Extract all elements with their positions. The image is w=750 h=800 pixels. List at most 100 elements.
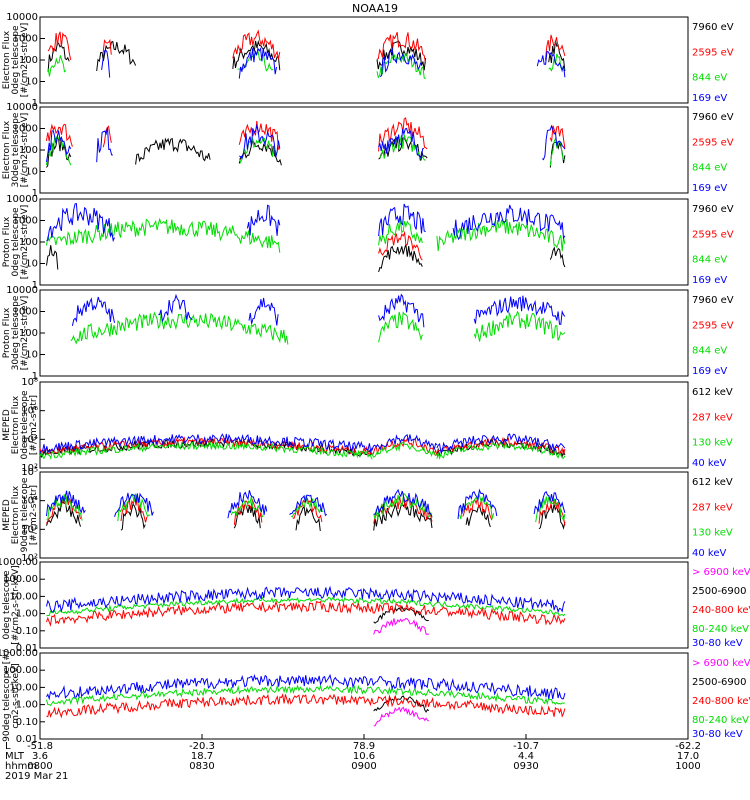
y-tick-label: 1000.00 [0, 648, 38, 659]
series-line [46, 501, 81, 527]
legend-entry: 7960 eV [692, 22, 734, 33]
series-line [232, 29, 281, 60]
panel-5: 10² 10⁴ 10⁶ 10⁸ MEPED Electron Flux 0deg teles… [2, 377, 733, 474]
y-tick-label: 10 [25, 77, 38, 88]
series-line [533, 490, 566, 515]
legend-entry: 844 eV [692, 346, 727, 357]
y-axis-label: 0deg telescope [20, 390, 30, 460]
series-844-eV [46, 134, 566, 166]
legend-entry: 240-800 keV [692, 605, 750, 616]
legend-entry: 80-240 keV [692, 715, 749, 726]
series-line [378, 117, 428, 152]
series-169-eV [46, 203, 566, 243]
series--6900-keV [373, 617, 429, 635]
series-130-keV [39, 440, 566, 460]
legend-entry: 2595 eV [692, 320, 734, 331]
y-tick-label: 1 [32, 98, 38, 109]
panel-6: 10² 10³ 10⁴ 10⁵ MEPED Electron Flux 90deg tele… [2, 467, 733, 564]
series-line [46, 596, 566, 617]
panel-frame [39, 198, 689, 286]
y-axis-label: Electron Flux [11, 395, 21, 454]
y-tick-label: 100 [19, 145, 38, 156]
x-tick-label: -62.2 [675, 741, 701, 752]
y-axis-label: Proton Flux [2, 216, 12, 267]
series-line [120, 502, 146, 531]
legend-entry: 169 eV [692, 93, 727, 104]
series-line [544, 34, 566, 61]
panel-3: 1 10 100 1000 10000 Proton Flux 0deg telescope… [2, 194, 734, 291]
series-line [239, 123, 281, 160]
legend-entry: 169 eV [692, 183, 727, 194]
series-line [378, 293, 425, 328]
legend-entry: 240-800 keV [692, 696, 750, 707]
y-axis-label: cm2-s-str-keV] [11, 663, 21, 728]
legend-entry: 287 keV [692, 412, 733, 423]
x-row-label: L [5, 741, 11, 752]
y-tick-label: 100 [19, 328, 38, 339]
series-40-keV [39, 433, 566, 454]
panel-frame [39, 471, 689, 559]
y-tick-label: 1000 [13, 124, 38, 135]
y-axis-label: 90deg telescope [20, 477, 30, 552]
panel-frame [39, 106, 689, 194]
series-line [290, 495, 324, 518]
legend-entry: 2500-6900 [692, 677, 747, 688]
y-tick-label: 1000 [13, 307, 38, 318]
series-line [46, 217, 281, 253]
series-line [371, 437, 438, 456]
series-line [378, 230, 423, 261]
series-line [373, 694, 430, 713]
y-axis-label: 30deg telescope [11, 112, 21, 187]
series-2595-eV [46, 117, 566, 152]
y-tick-label: 0.10 [16, 717, 38, 728]
y-axis-label: 0deg telescope [11, 25, 21, 95]
y-axis-label: [#/cm2-s-str] [29, 485, 39, 545]
legend-entry: 844 eV [692, 73, 727, 84]
y-axis-label: [#/cm2-s-str-eV] [20, 296, 30, 371]
y-tick-label: 10.00 [9, 591, 38, 602]
y-tick-label: 1.00 [16, 609, 38, 620]
series-line [373, 488, 433, 517]
series-line [549, 246, 566, 268]
y-tick-label: 10⁴ [21, 496, 38, 507]
series-169-eV [71, 293, 566, 328]
series-80-240-keV [46, 596, 566, 617]
series-line [46, 130, 72, 162]
series-line [436, 433, 566, 453]
series-line [46, 673, 566, 701]
legend-entry: > 6900 keV [692, 658, 750, 669]
legend-entry: 2595 eV [692, 47, 734, 58]
legend-entry: 7960 eV [692, 204, 734, 215]
series-line [117, 493, 151, 522]
series-line [378, 127, 425, 161]
series-line [238, 120, 280, 150]
y-axis-label: MEPED [2, 409, 12, 441]
figure-title: NOAA19 [352, 2, 398, 15]
x-row-label: 2019 Mar 21 [5, 771, 68, 782]
series-844-eV [46, 217, 566, 253]
y-tick-label: 1 [32, 371, 38, 382]
x-tick-label: 0900 [351, 761, 376, 772]
series-line [102, 38, 112, 55]
panel-7: 0.01 0.10 1.00 10.00 100.00 1000.00 0deg teles… [0, 557, 750, 654]
series-line [238, 139, 282, 166]
series-line [238, 136, 277, 164]
legend-entry: 40 keV [692, 458, 726, 469]
panel-2: 1 10 100 1000 10000 Electron Flux 30deg telesc… [2, 102, 734, 199]
series-line [373, 617, 429, 635]
series-line [46, 600, 566, 627]
series-line [47, 31, 72, 61]
y-tick-label: 1000 [13, 216, 38, 227]
y-tick-label: 1 [32, 280, 38, 291]
legend-entry: 287 keV [692, 502, 733, 513]
y-axis-label: Electron Flux [2, 120, 12, 179]
y-tick-label: 0.01 [16, 734, 38, 745]
legend-entry: 612 keV [692, 477, 733, 488]
x-tick-label: 1000 [675, 761, 700, 772]
legend-entry: 30-80 keV [692, 729, 743, 740]
legend-entry: 7960 eV [692, 112, 734, 123]
series-line [295, 505, 321, 531]
y-axis-label: MEPED [2, 499, 12, 531]
panel-4: 1 10 100 1000 10000 Proton Flux 30deg telescop… [2, 285, 734, 382]
